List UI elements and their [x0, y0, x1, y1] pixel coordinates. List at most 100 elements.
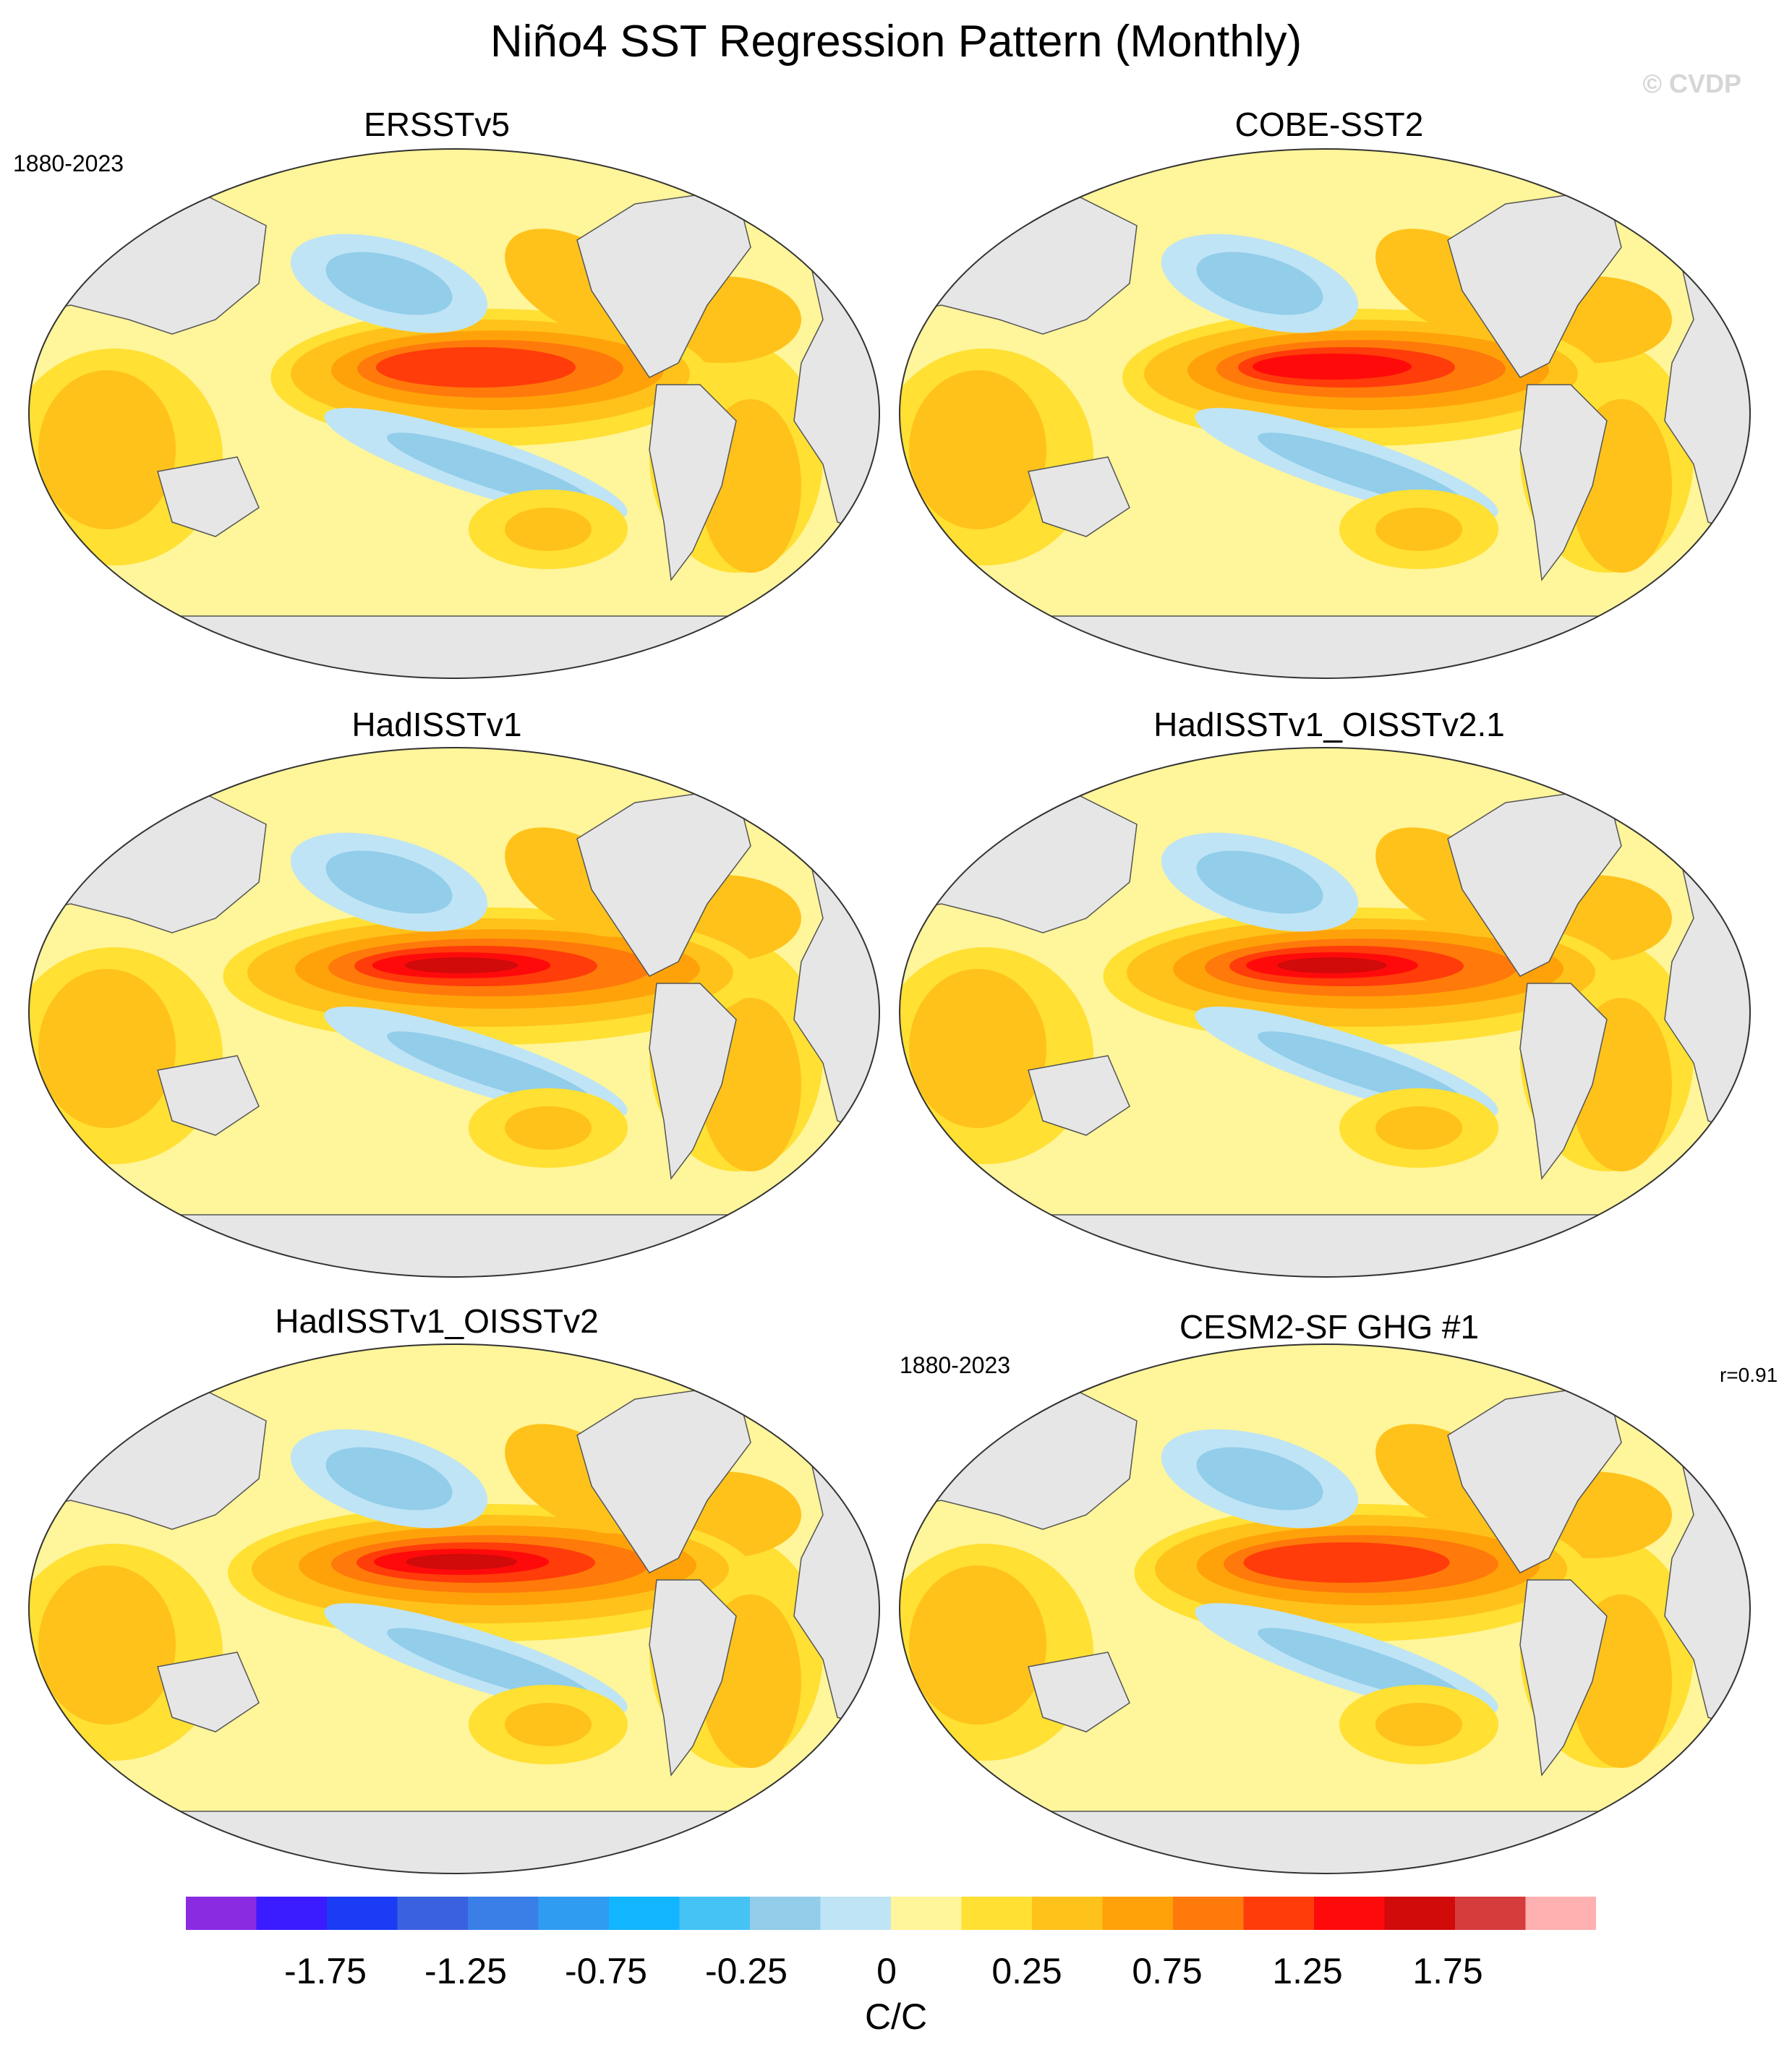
colorbar-box [679, 1897, 751, 1930]
north-pacific-cool-core [1196, 252, 1323, 315]
colorbar [186, 1897, 1596, 1930]
map-cesm [899, 1343, 1751, 1874]
north-pacific-cool-core [1196, 850, 1323, 914]
colorbar-tick-label: -0.75 [565, 1951, 647, 1991]
colorbar-box [468, 1897, 539, 1930]
greenland [1621, 773, 1680, 825]
australia [1028, 1055, 1130, 1136]
antarctica [900, 1811, 1750, 1874]
australia [1028, 1652, 1130, 1733]
figure-title: Niño4 SST Regression Pattern (Monthly) [490, 17, 1302, 67]
colorbar-tick-label: 0.75 [1132, 1951, 1203, 1991]
watermark: © CVDP [1642, 69, 1741, 98]
map-field [900, 1344, 1750, 1874]
colorbar-tick-label: 1.25 [1272, 1951, 1343, 1991]
south-america [649, 384, 737, 581]
colorbar-tick-label: -1.25 [424, 1951, 507, 1991]
indian-ocean-warm-core [38, 370, 176, 529]
south-america [1519, 384, 1608, 581]
correlation-label-cesm: r=0.91 [1720, 1364, 1778, 1386]
australia [1028, 456, 1130, 537]
australia [157, 1055, 260, 1136]
map-hadoi2 [28, 1343, 880, 1874]
colorbar-box [961, 1897, 1033, 1930]
australia [157, 456, 260, 537]
map-field [29, 149, 879, 678]
south-pacific-cool-core [1258, 432, 1464, 508]
antarctica [29, 615, 879, 678]
map-hadisst [28, 747, 880, 1278]
se-pacific-warm-core [505, 1703, 592, 1746]
map-field [900, 149, 1750, 678]
pacific-warm-7 [404, 957, 519, 973]
south-pacific-cool-core [1258, 1628, 1464, 1703]
panel-title-hadisst: HadISSTv1 [351, 706, 522, 743]
map-outline [28, 1343, 880, 1874]
pacific-warm-5 [1243, 1542, 1450, 1583]
se-pacific-warm-core [505, 508, 592, 551]
south-america [649, 983, 737, 1180]
south-america [649, 1579, 737, 1777]
period-label-ersst: 1880-2023 [13, 150, 124, 176]
colorbar-box [186, 1897, 257, 1930]
greenland [1621, 174, 1680, 226]
south-pacific-cool-core [387, 1628, 594, 1703]
south-pacific-cool-core [387, 1031, 594, 1106]
colorbar-box [327, 1897, 398, 1930]
pacific-warm-7 [406, 1554, 517, 1570]
south-america [1519, 983, 1608, 1180]
antarctica [29, 1214, 879, 1277]
panel-title-ersst: ERSSTv5 [364, 106, 510, 143]
colorbar-box [750, 1897, 821, 1930]
se-pacific-warm-core [1375, 1703, 1462, 1746]
map-field [900, 748, 1750, 1277]
north-pacific-cool-core [325, 252, 453, 315]
greenland [750, 1370, 809, 1422]
colorbar-box [820, 1897, 892, 1930]
period-label-cesm: 1880-2023 [900, 1352, 1011, 1378]
colorbar-tick-label: -1.75 [284, 1951, 367, 1991]
colorbar-box [1173, 1897, 1244, 1930]
colorbar-box [891, 1897, 962, 1930]
colorbar-tick-label: 1.75 [1412, 1951, 1483, 1991]
antarctica [29, 1811, 879, 1874]
se-pacific-warm-core [1375, 1106, 1462, 1150]
colorbar-box [397, 1897, 469, 1930]
north-pacific-cool-core [1196, 1447, 1323, 1511]
map-outline [899, 747, 1751, 1278]
greenland [750, 174, 809, 226]
indian-ocean-warm-core [909, 969, 1046, 1128]
south-pacific-cool-core [387, 432, 594, 508]
australia [157, 1652, 260, 1733]
antarctica [900, 615, 1750, 678]
south-america [1519, 1579, 1608, 1777]
panel-title-cesm: CESM2-SF GHG #1 [1179, 1308, 1480, 1346]
colorbar-box [1455, 1897, 1526, 1930]
south-pacific-cool-core [1258, 1031, 1464, 1106]
colorbar-tick-label: 0 [876, 1951, 897, 1991]
panel-title-hadoi2: HadISSTv1_OISSTv2 [275, 1302, 599, 1340]
north-pacific-cool-core [325, 1447, 453, 1511]
colorbar-box [256, 1897, 328, 1930]
colorbar-box [609, 1897, 680, 1930]
panel-title-cobe: COBE-SST2 [1234, 106, 1424, 143]
greenland [1621, 1370, 1680, 1422]
indian-ocean-warm-core [909, 1565, 1046, 1725]
map-outline [899, 148, 1751, 679]
colorbar-box [1243, 1897, 1315, 1930]
map-cobe [899, 148, 1751, 679]
colorbar-box [1525, 1897, 1596, 1930]
antarctica [900, 1214, 1750, 1277]
map-outline [899, 1343, 1751, 1874]
panel-title-hadoi21: HadISSTv1_OISSTv2.1 [1153, 706, 1505, 743]
indian-ocean-warm-core [909, 370, 1046, 529]
map-field [29, 1344, 879, 1874]
colorbar-units: C/C [864, 1996, 928, 2037]
colorbar-box [1102, 1897, 1174, 1930]
map-hadoi21 [899, 747, 1751, 1278]
indian-ocean-warm-core [38, 1565, 176, 1725]
pacific-warm-6 [1253, 354, 1412, 380]
map-ersst [28, 148, 880, 679]
map-outline [28, 148, 880, 679]
map-field [29, 748, 879, 1277]
